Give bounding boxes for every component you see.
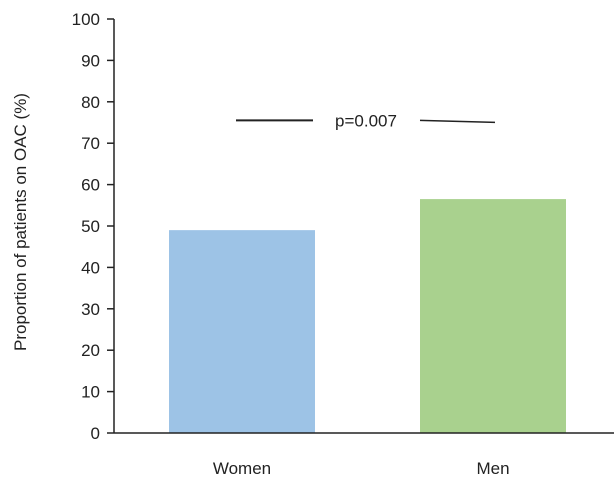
y-axis-title: Proportion of patients on OAC (%) xyxy=(11,93,30,351)
y-tick-label: 100 xyxy=(72,10,100,29)
x-category-label: Men xyxy=(476,459,509,478)
bar-women xyxy=(169,230,315,433)
y-tick-label: 30 xyxy=(81,300,100,319)
x-axis-category-labels: Women Men xyxy=(213,459,510,478)
y-tick-label: 70 xyxy=(81,134,100,153)
p-value-label: p=0.007 xyxy=(335,111,397,130)
y-axis-ticks: 0 10 20 30 40 50 60 70 80 90 100 xyxy=(72,10,114,443)
y-tick-label: 0 xyxy=(91,424,100,443)
y-tick-label: 60 xyxy=(81,176,100,195)
y-tick-label: 20 xyxy=(81,341,100,360)
bar-men xyxy=(420,199,566,433)
y-tick-label: 40 xyxy=(81,258,100,277)
y-tick-label: 90 xyxy=(81,51,100,70)
bars xyxy=(169,199,566,433)
significance-line-right xyxy=(419,119,496,124)
y-tick-label: 50 xyxy=(81,217,100,236)
x-category-label: Women xyxy=(213,459,271,478)
significance-annotation: p=0.007 xyxy=(236,111,496,130)
y-tick-label: 10 xyxy=(81,383,100,402)
y-tick-label: 80 xyxy=(81,93,100,112)
